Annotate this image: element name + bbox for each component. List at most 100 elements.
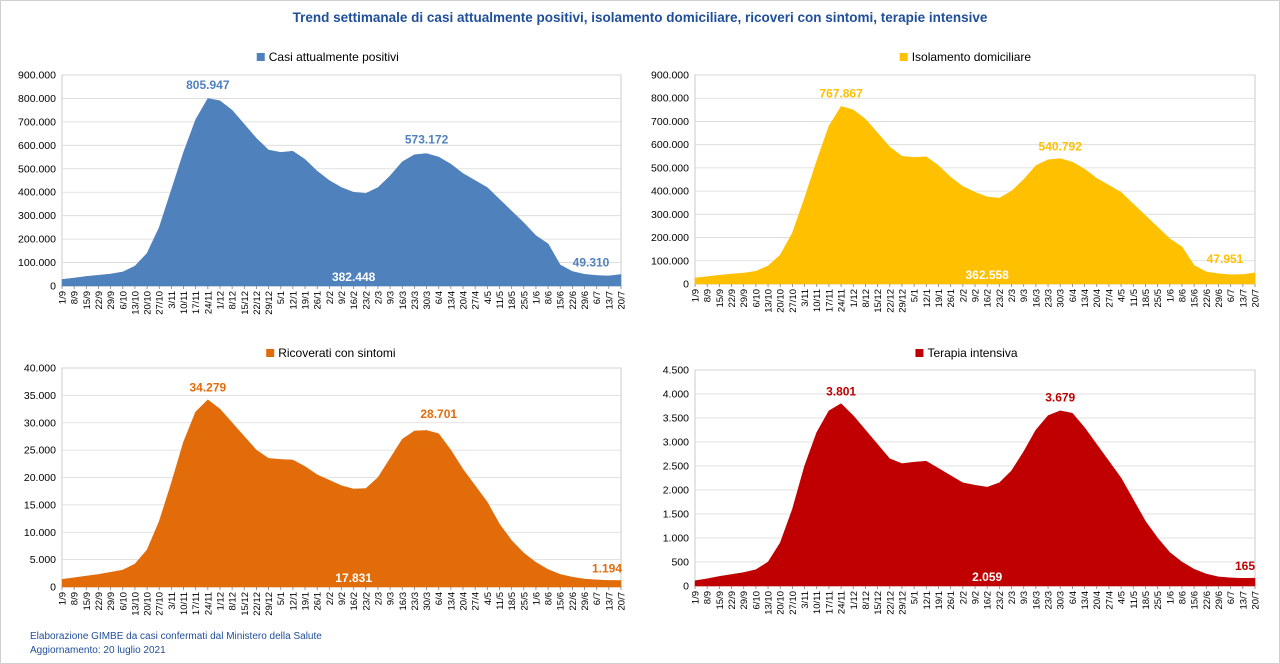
x-tick-label: 1/12 — [215, 291, 226, 310]
data-label: 28.701 — [420, 407, 457, 421]
y-tick-label: 35.000 — [24, 390, 56, 402]
x-tick-label: 16/2 — [983, 289, 994, 308]
legend-swatch — [256, 53, 265, 61]
x-tick-label: 23/3 — [1044, 289, 1055, 308]
x-tick-label: 11/5 — [1129, 289, 1140, 307]
x-tick-label: 25/5 — [519, 592, 530, 611]
y-tick-label: 15.000 — [24, 499, 56, 511]
x-tick-label: 11/5 — [1129, 591, 1140, 609]
x-tick-label: 29/9 — [106, 592, 117, 611]
x-tick-label: 19/1 — [301, 592, 312, 611]
x-tick-label: 15/6 — [1190, 289, 1201, 308]
y-tick-label: 500.000 — [18, 163, 56, 175]
x-tick-label: 24/11 — [203, 592, 214, 615]
x-tick-label: 12/1 — [922, 591, 933, 610]
x-tick-label: 29/6 — [1214, 591, 1225, 610]
x-tick-label: 9/2 — [337, 592, 348, 605]
y-tick-label: 2.000 — [663, 485, 689, 497]
x-tick-label: 8/9 — [70, 291, 81, 304]
x-tick-label: 29/6 — [580, 291, 591, 310]
data-label: 47.951 — [1207, 252, 1244, 266]
x-tick-label: 17/11 — [191, 592, 202, 615]
x-tick-label: 30/3 — [422, 592, 433, 611]
x-tick-label: 20/4 — [1092, 591, 1103, 610]
x-tick-label: 9/3 — [1019, 591, 1030, 604]
x-tick-label: 8/6 — [1177, 289, 1188, 302]
x-tick-label: 22/9 — [727, 591, 738, 610]
x-tick-label: 13/4 — [446, 592, 457, 611]
x-tick-label: 22/9 — [727, 289, 738, 308]
x-tick-label: 2/3 — [373, 291, 384, 304]
x-tick-label: 29/9 — [739, 289, 750, 308]
x-tick-label: 29/12 — [264, 592, 275, 616]
x-tick-label: 12/1 — [288, 291, 299, 310]
data-label: 573.172 — [405, 133, 449, 147]
x-tick-label: 20/10 — [143, 291, 154, 315]
x-tick-label: 8/12 — [228, 592, 239, 611]
x-tick-label: 30/3 — [1056, 591, 1067, 610]
x-tick-label: 10/11 — [812, 289, 823, 312]
x-tick-label: 5/1 — [276, 291, 287, 304]
y-tick-label: 4.000 — [663, 389, 689, 401]
x-tick-label: 6/4 — [1068, 289, 1079, 302]
x-tick-label: 16/2 — [983, 591, 994, 610]
x-tick-label: 18/5 — [1141, 591, 1152, 610]
x-tick-label: 15/9 — [715, 289, 726, 308]
x-tick-label: 1/6 — [1165, 591, 1176, 604]
x-tick-label: 24/11 — [837, 289, 848, 312]
x-tick-label: 23/2 — [361, 592, 372, 611]
y-tick-label: 100.000 — [18, 257, 56, 269]
x-tick-label: 20/10 — [143, 592, 154, 616]
y-tick-label: 3.500 — [663, 413, 689, 425]
x-tick-label: 23/3 — [410, 592, 421, 611]
x-tick-label: 2/3 — [1007, 591, 1018, 604]
x-tick-label: 15/9 — [715, 591, 726, 610]
x-tick-label: 2/2 — [325, 592, 336, 605]
x-tick-label: 27/10 — [155, 291, 166, 315]
area-series — [61, 98, 622, 287]
x-tick-label: 9/2 — [971, 591, 982, 604]
x-tick-label: 6/4 — [434, 291, 445, 304]
x-tick-label: 12/1 — [288, 592, 299, 611]
x-tick-label: 20/7 — [1251, 591, 1262, 610]
x-tick-label: 8/12 — [861, 591, 872, 610]
x-tick-label: 2/3 — [1007, 289, 1018, 302]
data-label: 17.831 — [335, 571, 372, 585]
y-tick-label: 3.000 — [663, 437, 689, 449]
x-tick-label: 16/3 — [1031, 289, 1042, 308]
x-tick-label: 20/10 — [776, 591, 787, 615]
y-tick-label: 500 — [671, 557, 689, 569]
chart-panel-2: 0 100.000 200.000 300.000 400.000 500.000 600.… — [651, 50, 1261, 313]
y-tick-label: 20.000 — [24, 472, 56, 484]
x-tick-label: 1/6 — [531, 291, 542, 304]
x-tick-label: 5/1 — [910, 289, 921, 302]
x-tick-label: 3/11 — [167, 291, 178, 309]
x-tick-label: 22/6 — [568, 592, 579, 611]
data-label: 362.558 — [965, 268, 1009, 282]
y-tick-label: 300.000 — [18, 210, 56, 222]
x-tick-label: 13/7 — [604, 291, 615, 310]
x-tick-label: 3/11 — [800, 591, 811, 609]
x-tick-label: 13/7 — [604, 592, 615, 611]
legend-swatch — [266, 349, 275, 357]
y-tick-label: 0 — [683, 279, 689, 291]
y-tick-label: 400.000 — [18, 187, 56, 199]
x-tick-label: 24/11 — [203, 291, 214, 314]
x-tick-label: 18/5 — [1141, 289, 1152, 308]
x-tick-label: 13/4 — [446, 291, 457, 310]
x-tick-label: 25/5 — [519, 291, 530, 310]
y-tick-label: 40.000 — [24, 363, 56, 375]
x-tick-label: 1/12 — [215, 592, 226, 611]
x-tick-label: 22/6 — [1202, 591, 1213, 610]
y-tick-label: 200.000 — [651, 232, 689, 244]
x-tick-label: 19/1 — [934, 591, 945, 610]
x-tick-label: 15/12 — [240, 291, 251, 315]
x-tick-label: 8/12 — [861, 289, 872, 308]
x-tick-label: 29/9 — [106, 291, 117, 310]
x-tick-label: 13/10 — [764, 289, 775, 313]
x-tick-label: 15/6 — [1190, 591, 1201, 610]
x-tick-label: 26/1 — [946, 289, 957, 308]
x-tick-label: 1/12 — [849, 591, 860, 610]
data-label: 805.947 — [186, 78, 230, 92]
chart-panel-3: 0 5.000 10.000 15.000 20.000 25.000 30.000 35.0… — [24, 346, 628, 616]
